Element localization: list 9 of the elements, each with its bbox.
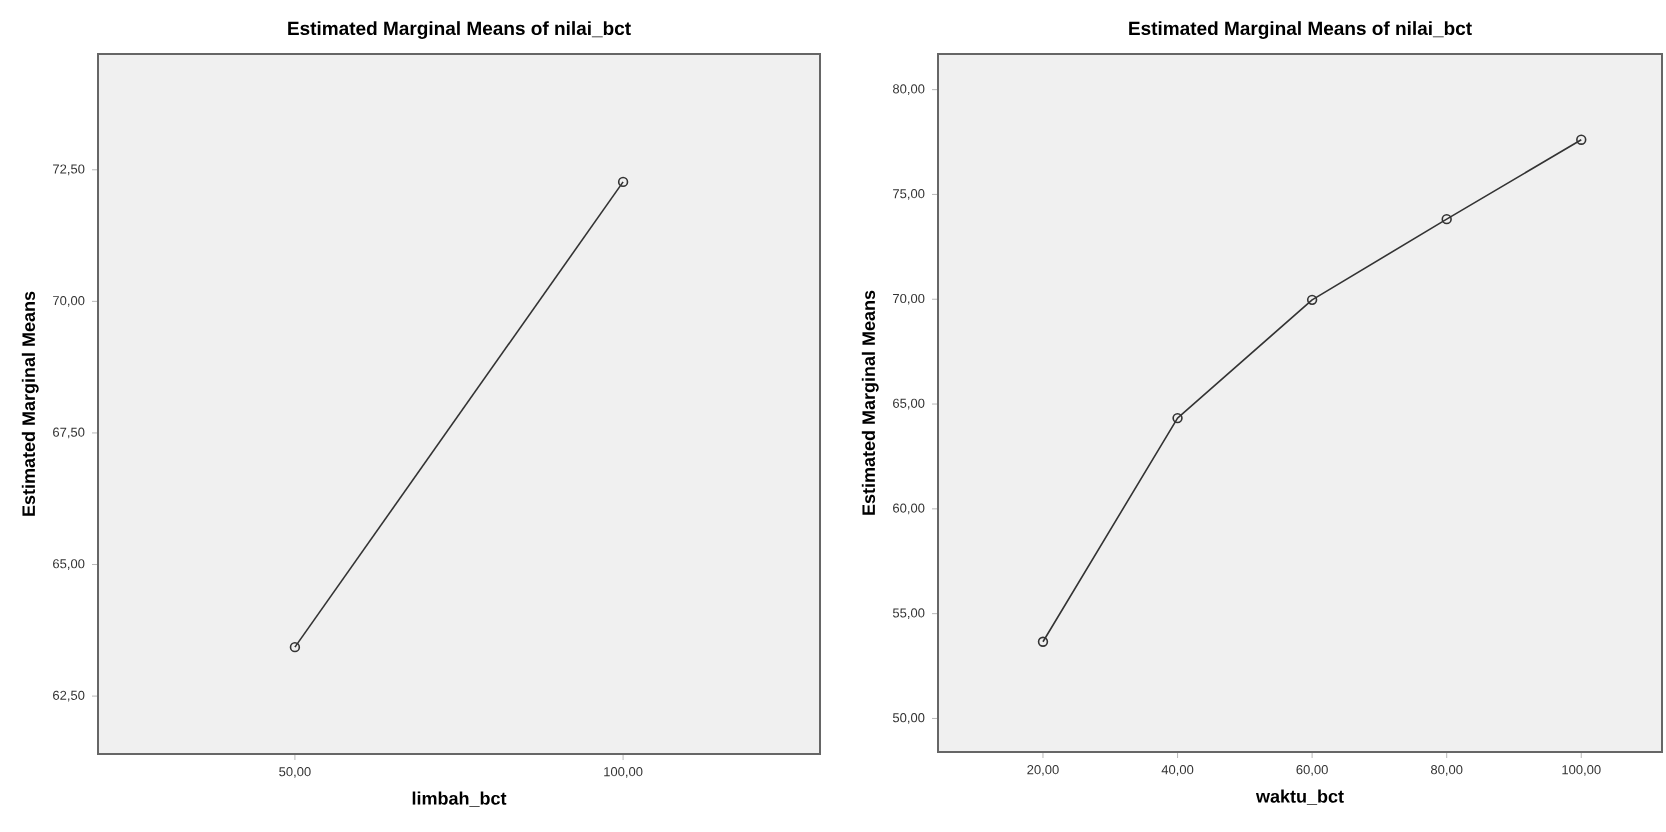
y-axis-title: Estimated Marginal Means — [21, 291, 39, 516]
chart-title: Estimated Marginal Means of nilai_bct — [1129, 21, 1472, 39]
chart-title: Estimated Marginal Means of nilai_bct — [288, 21, 631, 39]
point — [1306, 294, 1318, 306]
x-axis-title: limbah_bct — [412, 791, 507, 807]
x-axis-title: waktu_bct — [1255, 789, 1344, 805]
y-axis-title: Estimated Marginal Means — [861, 290, 879, 515]
point — [1441, 213, 1452, 225]
point — [1172, 412, 1183, 424]
